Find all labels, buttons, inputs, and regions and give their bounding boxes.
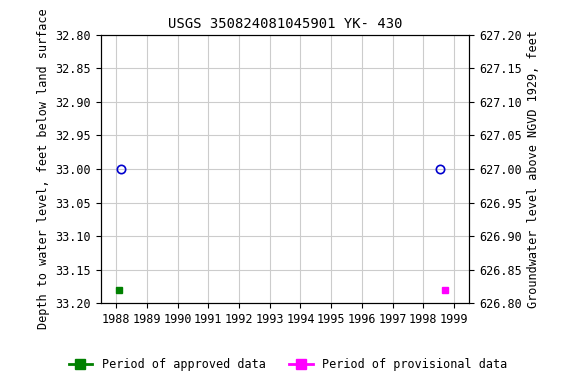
Y-axis label: Groundwater level above NGVD 1929, feet: Groundwater level above NGVD 1929, feet	[528, 30, 540, 308]
Legend: Period of approved data, Period of provisional data: Period of approved data, Period of provi…	[64, 354, 512, 376]
Title: USGS 350824081045901 YK- 430: USGS 350824081045901 YK- 430	[168, 17, 403, 31]
Y-axis label: Depth to water level, feet below land surface: Depth to water level, feet below land su…	[37, 9, 50, 329]
